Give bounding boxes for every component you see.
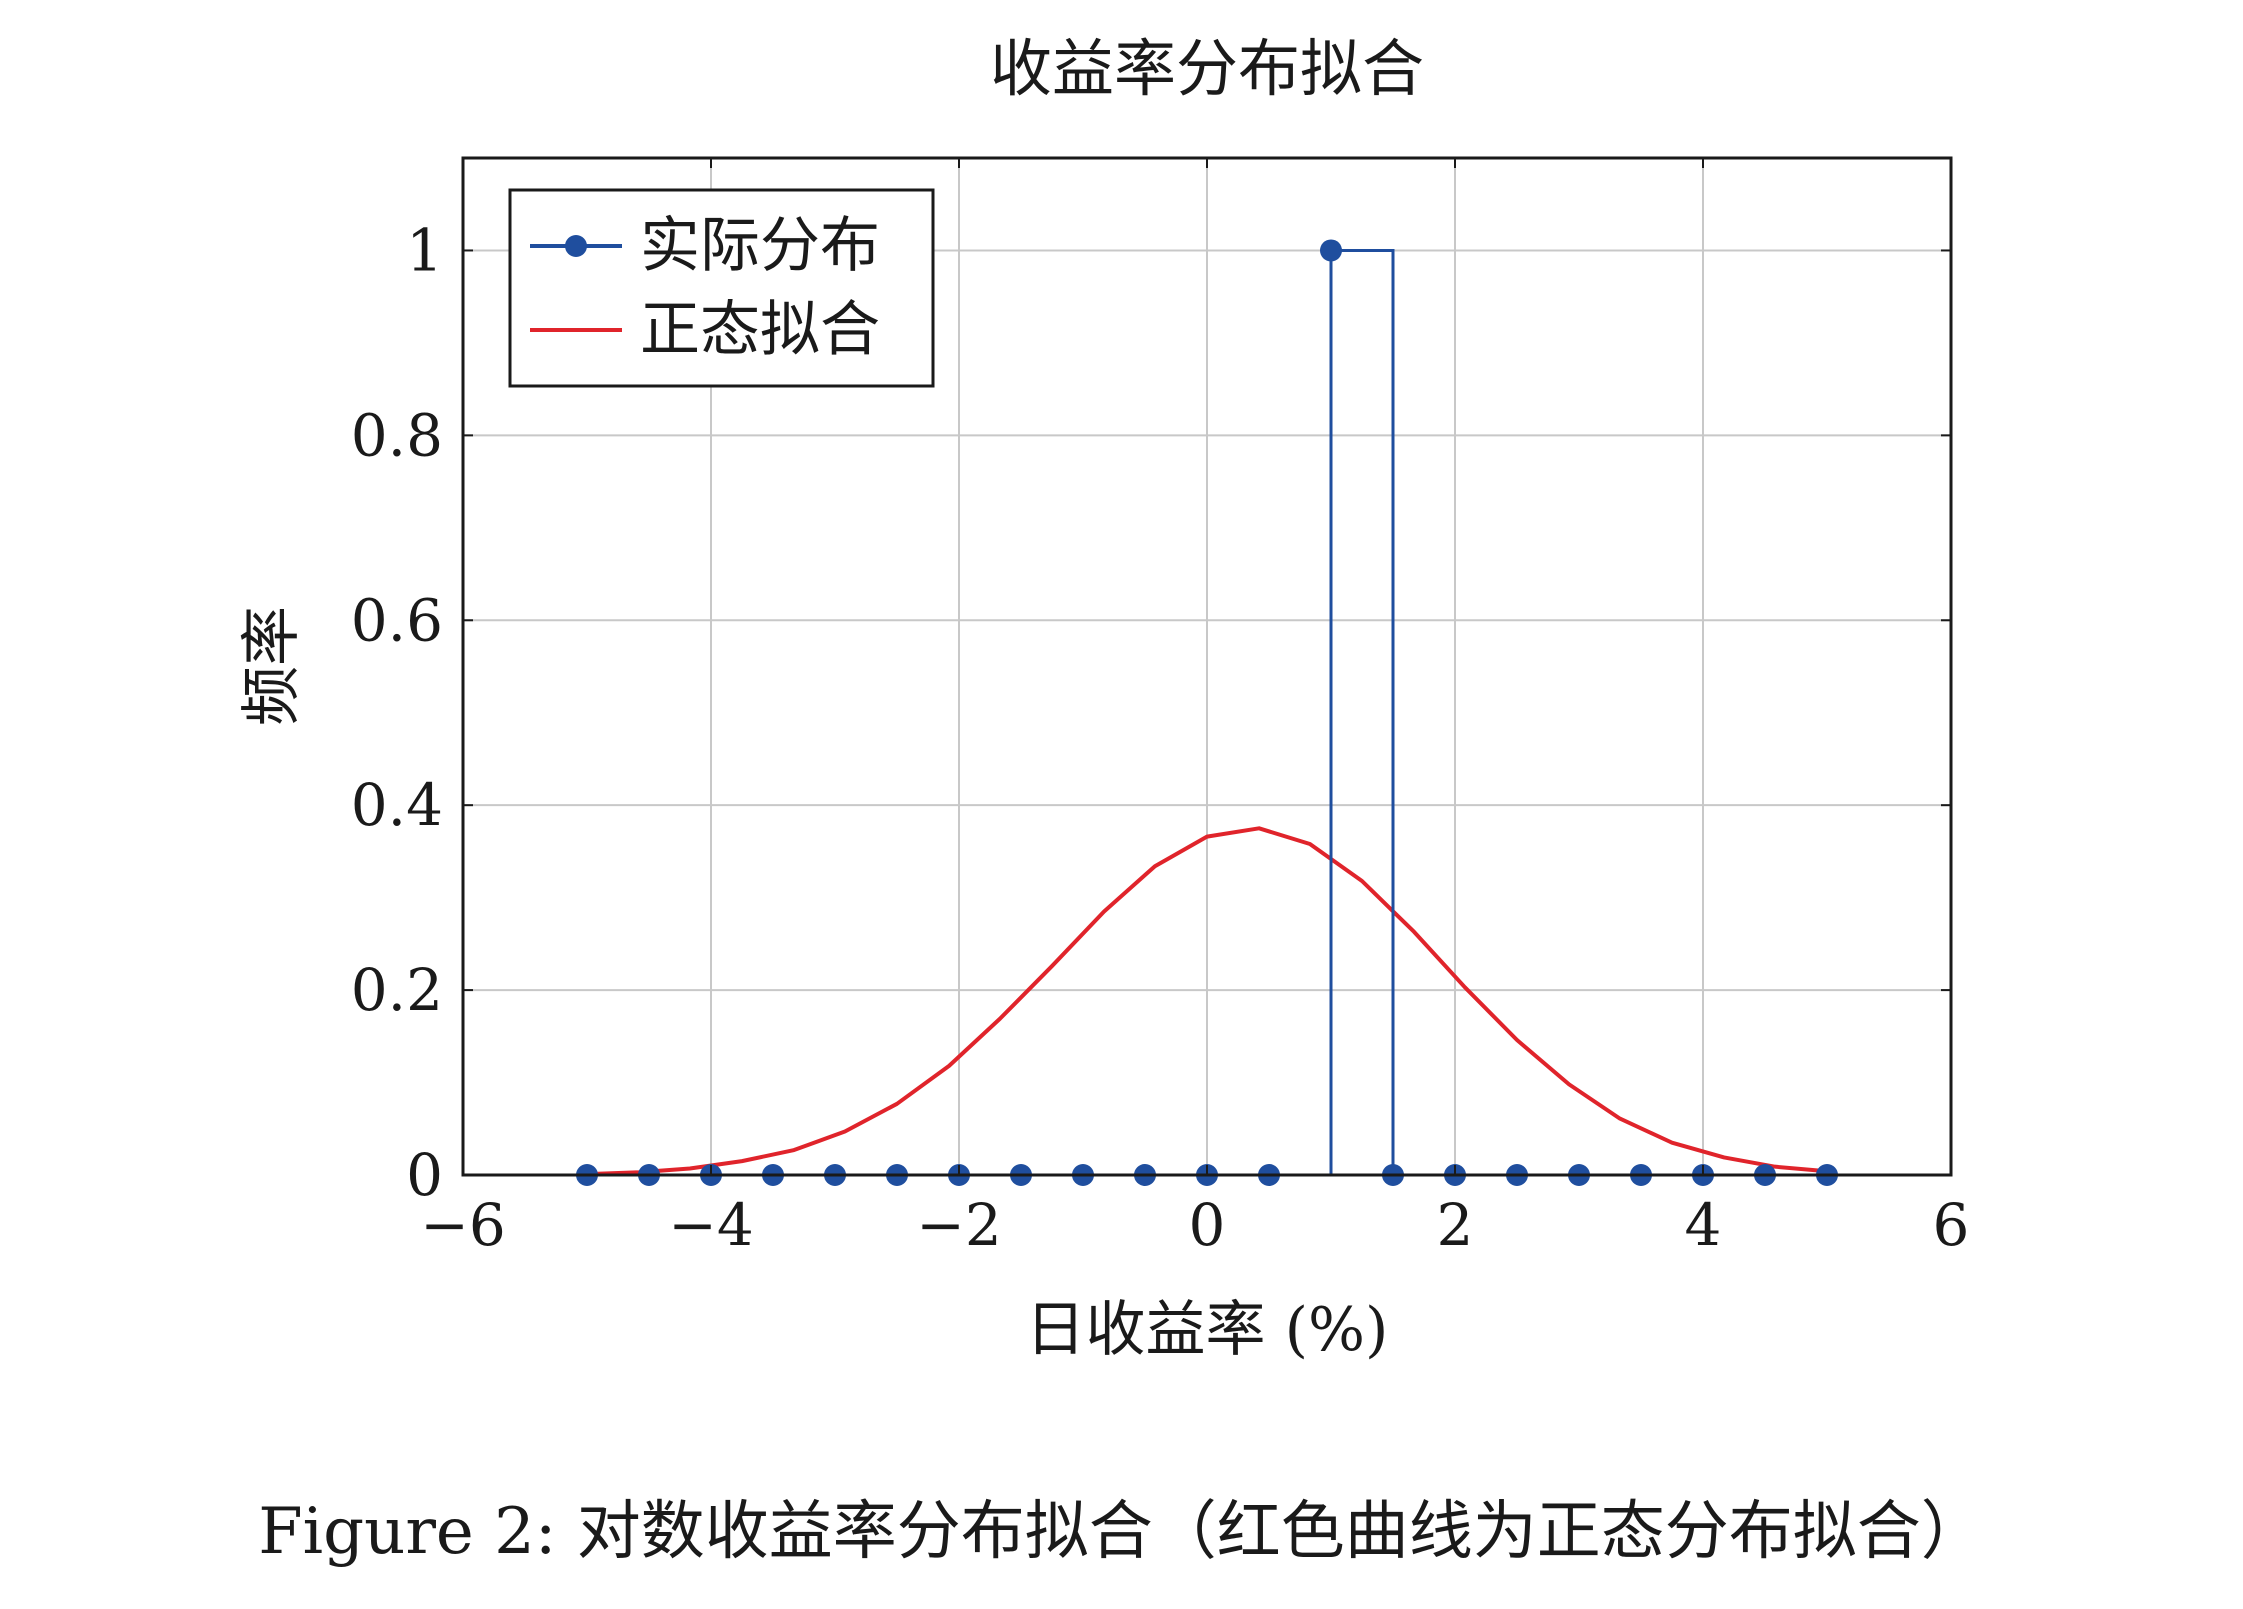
legend-label-actual: 实际分布 xyxy=(640,211,880,281)
y-tick-label: 0.2 xyxy=(351,956,443,1024)
x-tick-label: −2 xyxy=(916,1191,1002,1259)
y-tick-label: 0.8 xyxy=(351,401,443,469)
legend-label-fit: 正态拟合 xyxy=(640,295,880,365)
x-tick-label: 0 xyxy=(1189,1191,1226,1259)
y-axis-label: 频率 xyxy=(237,606,307,726)
x-tick-label: 4 xyxy=(1685,1191,1722,1259)
axis-ticks: −6 −4 −2 0 2 4 6 0 0.2 0.4 0.6 0.8 1 xyxy=(351,158,1970,1259)
x-tick-label: −4 xyxy=(668,1191,754,1259)
series-normal-fit-line xyxy=(586,826,1828,1177)
x-tick-label: 6 xyxy=(1933,1191,1970,1259)
y-tick-label: 0.4 xyxy=(351,771,443,839)
y-tick-label: 0 xyxy=(406,1141,443,1209)
figure-caption: Figure 2: 对数收益率分布拟合（红色曲线为正态分布拟合） xyxy=(258,1495,1985,1569)
grid-lines xyxy=(463,158,1951,1175)
series-actual-point xyxy=(1320,239,1342,262)
y-tick-label: 0.6 xyxy=(351,586,443,654)
legend-box xyxy=(508,188,935,388)
x-tick-label: −6 xyxy=(420,1191,506,1259)
x-axis-label: 日收益率 (%) xyxy=(1026,1295,1389,1365)
legend: 实际分布 正态拟合 xyxy=(508,188,935,388)
y-tick-label: 1 xyxy=(406,216,443,284)
x-tick-label: 2 xyxy=(1437,1191,1474,1259)
chart-title: 收益率分布拟合 xyxy=(990,32,1424,105)
legend-marker-actual xyxy=(565,235,587,257)
